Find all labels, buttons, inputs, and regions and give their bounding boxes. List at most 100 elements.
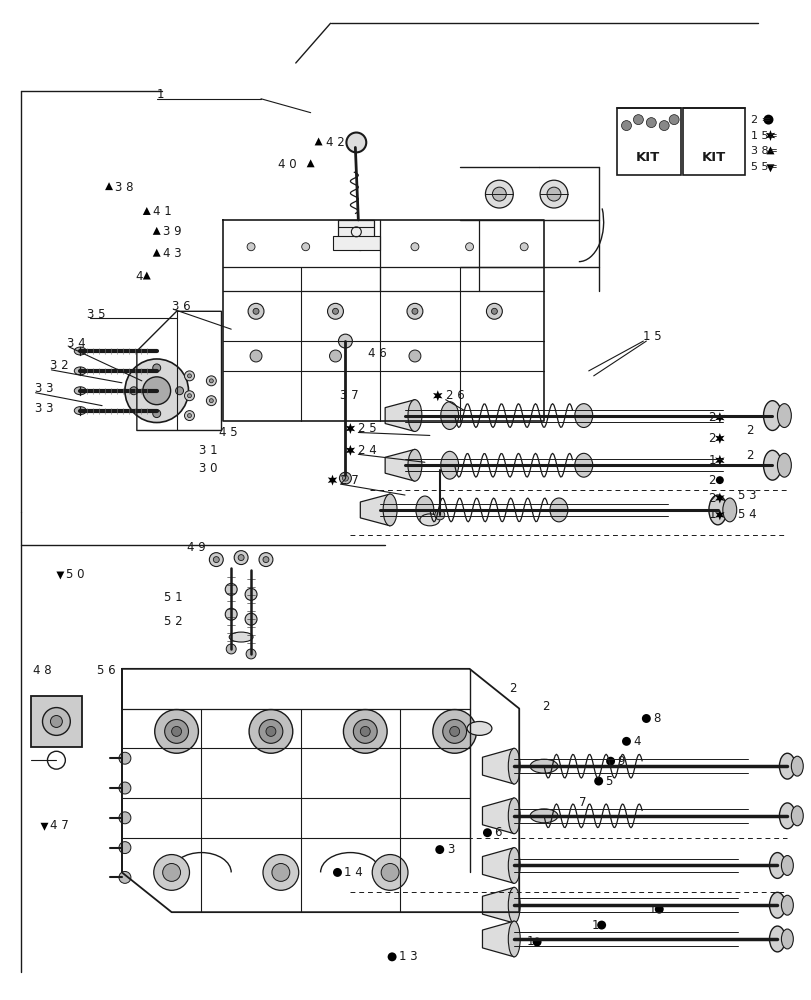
Circle shape: [329, 350, 341, 362]
Circle shape: [539, 180, 567, 208]
Circle shape: [152, 410, 161, 418]
Ellipse shape: [508, 921, 520, 957]
Circle shape: [187, 394, 191, 398]
Circle shape: [346, 133, 366, 152]
Circle shape: [659, 121, 668, 131]
Polygon shape: [143, 207, 151, 215]
Ellipse shape: [74, 387, 86, 395]
Ellipse shape: [574, 453, 592, 477]
Polygon shape: [328, 475, 337, 486]
Text: 3 2: 3 2: [50, 359, 69, 372]
Polygon shape: [482, 848, 513, 883]
Circle shape: [206, 376, 216, 386]
Text: 1: 1: [590, 919, 598, 932]
Text: 1 5=: 1 5=: [749, 131, 777, 141]
Text: 4 5: 4 5: [219, 426, 238, 439]
Circle shape: [209, 399, 213, 403]
Ellipse shape: [549, 498, 567, 522]
Circle shape: [434, 510, 444, 520]
Ellipse shape: [769, 853, 784, 878]
Polygon shape: [152, 227, 161, 235]
Polygon shape: [765, 130, 775, 141]
Ellipse shape: [383, 494, 397, 526]
Text: 3 8=: 3 8=: [749, 146, 777, 156]
Text: 4 2: 4 2: [325, 136, 344, 149]
Ellipse shape: [769, 926, 784, 952]
Ellipse shape: [574, 404, 592, 427]
Polygon shape: [482, 798, 513, 834]
Circle shape: [153, 855, 189, 890]
Circle shape: [119, 752, 131, 764]
Circle shape: [259, 719, 282, 743]
Circle shape: [409, 350, 420, 362]
Text: 2: 2: [707, 492, 715, 505]
Circle shape: [762, 115, 773, 125]
Ellipse shape: [508, 848, 520, 883]
Text: 2: 2: [744, 424, 753, 437]
Ellipse shape: [440, 402, 458, 429]
Ellipse shape: [762, 450, 780, 480]
Circle shape: [119, 782, 131, 794]
Text: 4: 4: [135, 270, 143, 283]
Text: 5 0: 5 0: [67, 568, 84, 581]
Text: 1: 1: [707, 508, 715, 521]
Circle shape: [596, 921, 605, 930]
Text: 8: 8: [653, 712, 660, 725]
Text: 5 2: 5 2: [164, 615, 182, 628]
Text: 5 4: 5 4: [737, 508, 755, 521]
Polygon shape: [360, 494, 389, 526]
Circle shape: [432, 710, 476, 753]
Circle shape: [353, 719, 377, 743]
Ellipse shape: [440, 451, 458, 479]
Circle shape: [547, 187, 560, 201]
Bar: [31, 696, 82, 747]
Circle shape: [449, 726, 459, 736]
Text: 5 5=: 5 5=: [749, 162, 777, 172]
Circle shape: [209, 553, 223, 567]
Ellipse shape: [419, 514, 440, 526]
Polygon shape: [307, 159, 314, 167]
Polygon shape: [345, 445, 354, 456]
Circle shape: [327, 303, 343, 319]
Ellipse shape: [530, 809, 557, 823]
Ellipse shape: [791, 756, 802, 776]
Text: KIT: KIT: [636, 151, 659, 164]
Circle shape: [360, 726, 370, 736]
Polygon shape: [152, 249, 161, 257]
Polygon shape: [345, 423, 354, 434]
Text: 4: 4: [633, 735, 640, 748]
Polygon shape: [714, 509, 723, 520]
Circle shape: [247, 243, 255, 251]
Ellipse shape: [780, 895, 792, 915]
Circle shape: [209, 379, 213, 383]
Polygon shape: [41, 823, 49, 831]
Circle shape: [342, 475, 348, 481]
Text: 3 5: 3 5: [87, 308, 105, 321]
Ellipse shape: [722, 498, 736, 522]
Ellipse shape: [407, 449, 422, 481]
Circle shape: [465, 243, 473, 251]
Polygon shape: [56, 572, 64, 579]
Circle shape: [213, 557, 219, 563]
Text: 7: 7: [578, 796, 586, 809]
Text: 3 0: 3 0: [200, 462, 217, 475]
Circle shape: [491, 187, 506, 201]
Ellipse shape: [229, 632, 253, 642]
Circle shape: [245, 613, 257, 625]
Circle shape: [249, 710, 293, 753]
Circle shape: [50, 716, 62, 727]
Circle shape: [250, 350, 262, 362]
Circle shape: [152, 364, 161, 372]
Circle shape: [594, 777, 603, 786]
Text: 1: 1: [707, 454, 715, 467]
Circle shape: [187, 374, 191, 378]
Ellipse shape: [780, 929, 792, 949]
Circle shape: [42, 708, 71, 735]
Circle shape: [272, 863, 290, 881]
Circle shape: [155, 710, 198, 753]
Ellipse shape: [776, 453, 791, 477]
Circle shape: [485, 180, 513, 208]
Ellipse shape: [780, 856, 792, 875]
Ellipse shape: [776, 404, 791, 427]
Ellipse shape: [508, 798, 520, 834]
